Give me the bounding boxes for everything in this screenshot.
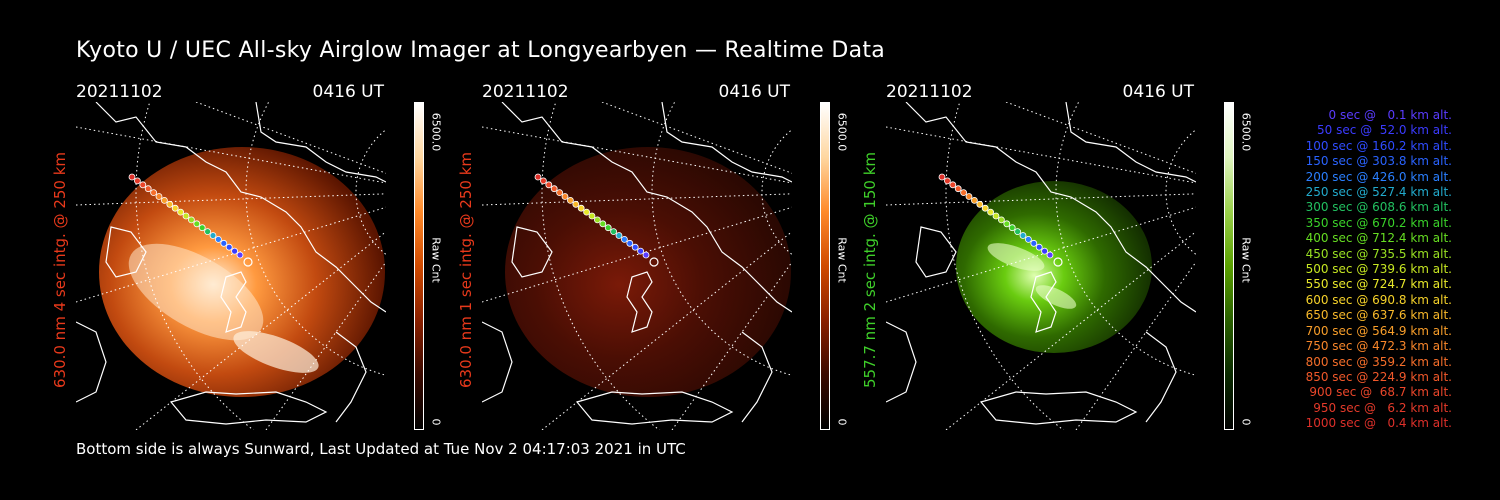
legend-row: 150 sec @ 303.8 km alt. (1305, 154, 1452, 169)
colorbar-unit-label-text: Raw Cnt (835, 237, 849, 283)
legend-row: 250 sec @ 527.4 km alt. (1305, 185, 1452, 200)
legend-row: 700 sec @ 564.9 km alt. (1305, 323, 1452, 338)
allsky-image (886, 102, 1196, 430)
colorbar-max-label: 6500.0 (834, 102, 850, 162)
colorbar-unit-label: Raw Cnt (834, 230, 850, 290)
legend-row: 100 sec @ 160.2 km alt. (1305, 138, 1452, 153)
colorbar (414, 102, 424, 430)
legend-row: 50 sec @ 52.0 km alt. (1317, 123, 1452, 138)
colorbar-max-label-text: 6500.0 (429, 112, 443, 152)
coastlines (482, 102, 792, 425)
panel-time: 0416 UT (718, 82, 791, 102)
legend-row: 950 sec @ 6.2 km alt. (1313, 400, 1452, 415)
legend-row: 800 sec @ 359.2 km alt. (1305, 354, 1452, 369)
colorbar-max-label-text: 6500.0 (835, 112, 849, 152)
colorbar-unit-label-text: Raw Cnt (429, 237, 443, 283)
colorbar (1224, 102, 1234, 430)
panel-ylabel: 630.0 nm 4 sec intg. @ 250 km (50, 120, 70, 420)
orbit-track (938, 173, 1063, 267)
imager-panel-2: 20211102 0416 UT 630.0 nm 1 sec intg. @ 25… (457, 80, 849, 430)
legend-row: 300 sec @ 608.6 km alt. (1305, 200, 1452, 215)
ylabel-text: 630.0 nm 4 sec intg. @ 250 km (51, 151, 69, 389)
allsky-image (76, 102, 386, 430)
legend-row: 350 sec @ 670.2 km alt. (1305, 215, 1452, 230)
legend-row: 1000 sec @ 0.4 km alt. (1305, 416, 1452, 431)
legend-row: 0 sec @ 0.1 km alt. (1328, 108, 1453, 122)
airglow-disc (505, 147, 791, 397)
colorbar-max-label: 6500.0 (1238, 102, 1254, 162)
colorbar-min-label: 0 (428, 414, 444, 430)
coastlines (76, 102, 386, 425)
colorbar-min-label-text: 0 (1239, 418, 1253, 426)
colorbar-max-label-text: 6500.0 (1239, 112, 1253, 152)
panel-time: 0416 UT (312, 82, 385, 102)
legend-row: 650 sec @ 637.6 km alt. (1305, 308, 1452, 323)
colorbar-min-label-text: 0 (835, 418, 849, 426)
colorbar-min-label-text: 0 (429, 418, 443, 426)
colorbar-unit-label: Raw Cnt (428, 230, 444, 290)
legend-row: 550 sec @ 724.7 km alt. (1305, 277, 1452, 292)
panel-date: 20211102 (482, 82, 569, 102)
ylabel-text: 630.0 nm 1 sec intg. @ 250 km (457, 151, 475, 389)
legend-row: 750 sec @ 472.3 km alt. (1305, 339, 1452, 354)
colorbar-min-label: 0 (834, 414, 850, 430)
colorbar-max-label: 6500.0 (428, 102, 444, 162)
orbit-track (128, 173, 253, 267)
colorbar-unit-label-text: Raw Cnt (1239, 237, 1253, 283)
legend-row: 500 sec @ 739.6 km alt. (1305, 262, 1452, 277)
panel-time: 0416 UT (1122, 82, 1195, 102)
legend-row: 900 sec @ 68.7 km alt. (1309, 385, 1452, 400)
legend-row: 400 sec @ 712.4 km alt. (1305, 231, 1452, 246)
colorbar-unit-label: Raw Cnt (1238, 230, 1254, 290)
orbit-legend: 0 sec @ 0.1 km alt. 50 sec @ 52.0 km alt.… (1262, 108, 1452, 432)
graticule (76, 102, 386, 430)
airglow-disc (99, 147, 385, 397)
allsky-image (482, 102, 792, 430)
panel-date: 20211102 (76, 82, 163, 102)
graticule (482, 102, 792, 430)
legend-row: 850 sec @ 224.9 km alt. (1305, 369, 1452, 384)
orbit-track (534, 173, 659, 267)
legend-row: 600 sec @ 690.8 km alt. (1305, 292, 1452, 307)
imager-panel-1: 20211102 0416 UT 630.0 nm 4 sec intg. @ 25… (51, 80, 443, 430)
colorbar (820, 102, 830, 430)
panel-ylabel: 557.7 nm 2 sec intg. @ 150 km (860, 120, 880, 420)
panel-date: 20211102 (886, 82, 973, 102)
graticule (886, 102, 1196, 430)
imager-panel-3: 20211102 0416 UT 557.7 nm 2 sec intg. @ 15… (861, 80, 1253, 430)
ylabel-text: 557.7 nm 2 sec intg. @ 150 km (861, 151, 879, 389)
footer-note: Bottom side is always Sunward, Last Upda… (76, 440, 686, 458)
legend-row: 450 sec @ 735.5 km alt. (1305, 246, 1452, 261)
coastlines (886, 102, 1196, 425)
legend-row: 200 sec @ 426.0 km alt. (1305, 169, 1452, 184)
colorbar-min-label: 0 (1238, 414, 1254, 430)
page-title: Kyoto U / UEC All-sky Airglow Imager at … (76, 38, 886, 63)
panel-ylabel: 630.0 nm 1 sec intg. @ 250 km (456, 120, 476, 420)
